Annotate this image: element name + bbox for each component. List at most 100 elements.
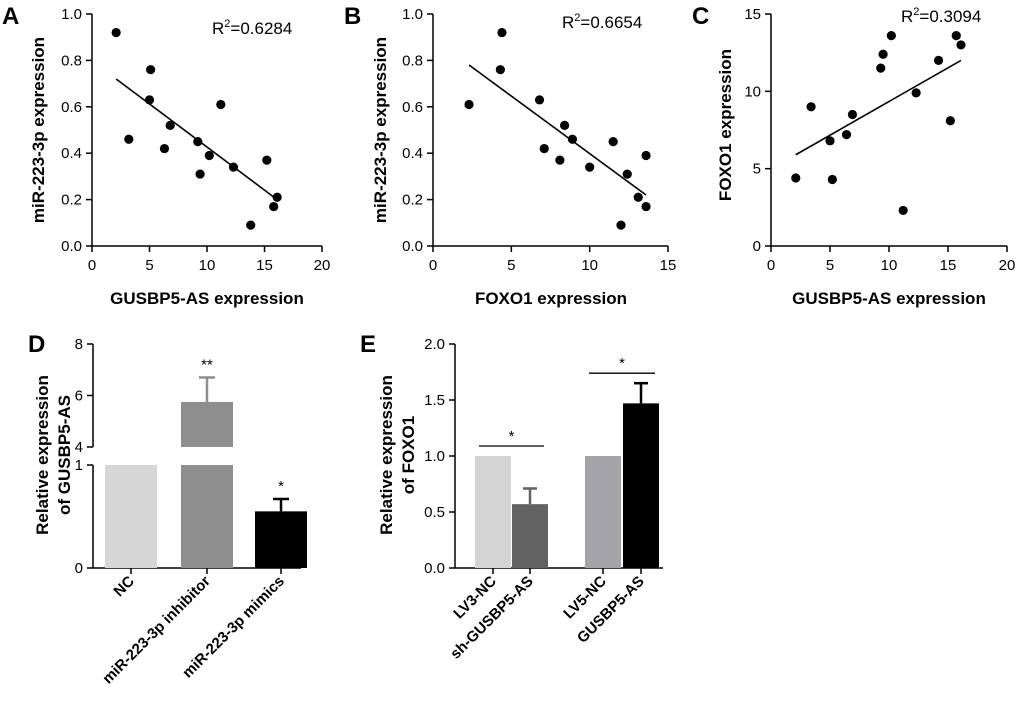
panel-a-point — [193, 137, 203, 147]
panel-a-point — [195, 169, 205, 179]
panel-e: E Relative expression of FOXO1 0.0 0.5 1.0… — [360, 331, 663, 663]
panel-d-letter: D — [28, 331, 45, 358]
panel-a-point — [262, 155, 272, 165]
panel-d-significance: * — [278, 478, 284, 495]
panel-b-y-tick-label: 0.6 — [402, 99, 423, 116]
panel-c-x-tick-label: 10 — [881, 257, 898, 274]
panel-b-point — [641, 150, 651, 161]
panel-b-x-tick-label: 0 — [429, 257, 437, 274]
panel-c-x-title: GUSBP5-AS expression — [792, 289, 986, 308]
panel-c-x-tick-label: 15 — [940, 257, 957, 274]
panel-a-point — [228, 162, 239, 172]
panel-d-y-tick-label: 6 — [75, 388, 83, 405]
panel-b-point — [497, 27, 507, 38]
panel-b-point — [560, 120, 570, 130]
panel-c-point — [933, 55, 944, 65]
panel-a-x-tick-label: 15 — [256, 257, 273, 274]
panel-b-point — [555, 155, 565, 165]
panel-c-fit-line — [795, 59, 962, 156]
panel-b-x-title: FOXO1 expression — [475, 289, 627, 308]
panel-d-y-title-line2: of GUSBP5-AS — [55, 395, 74, 515]
panel-a-x-tick-label: 0 — [88, 257, 96, 274]
panel-e-letter: E — [360, 331, 376, 358]
panel-b: B R2=0.6654 FOXO1 expression miR-223-3p … — [344, 3, 676, 308]
panel-a-x-tick-label: 5 — [145, 257, 153, 274]
panel-c-y-tick-label: 15 — [744, 6, 761, 23]
panel-a-point — [204, 150, 214, 161]
panel-d-y-title-line1: Relative expression — [33, 375, 52, 535]
panel-a-point — [124, 134, 134, 144]
panel-c-point — [876, 63, 886, 73]
panel-a-point — [165, 120, 175, 130]
panel-c-point — [951, 31, 961, 41]
panel-b-point — [633, 192, 643, 202]
panel-b-point — [534, 95, 545, 105]
panel-c-point — [911, 88, 921, 98]
panel-d-y-tick-label: 4 — [75, 439, 83, 456]
panel-c: C R2=0.3094 GUSBP5-AS expression FOXO1 e… — [692, 3, 1015, 308]
panel-a-y-tick-label: 0.8 — [61, 52, 82, 69]
panel-b-y-tick-label: 1.0 — [402, 6, 423, 23]
panel-a-y-tick-label: 0.0 — [61, 238, 82, 255]
panel-c-x-tick-label: 5 — [826, 257, 834, 274]
panel-b-y-title: miR-223-3p expression — [371, 37, 390, 223]
panel-b-fit-line — [468, 64, 647, 196]
panel-a-y-tick-label: 0.4 — [61, 145, 82, 162]
panel-e-significance: * — [619, 355, 625, 372]
panel-a-point — [146, 65, 156, 75]
panel-e-y-tick-label: 1.5 — [424, 392, 445, 409]
panel-b-y-tick-label: 0.2 — [402, 192, 423, 209]
panel-c-point — [827, 174, 837, 185]
panel-b-point — [641, 201, 651, 212]
panel-e-bar — [585, 456, 621, 568]
panel-a-point — [246, 220, 256, 230]
panel-c-point — [898, 205, 908, 216]
panel-a-point — [111, 27, 121, 38]
panel-d-bar-upper — [181, 401, 233, 447]
panel-b-point — [608, 137, 618, 147]
panel-b-point — [464, 99, 474, 110]
panel-a-point — [272, 192, 282, 202]
panel-c-point — [825, 136, 835, 146]
panel-c-point — [791, 173, 801, 183]
panel-c-y-tick-label: 5 — [753, 161, 761, 178]
panel-e-y-title-line1: Relative expression — [377, 375, 396, 535]
panel-d-bar-lower — [181, 465, 233, 568]
panel-a-point — [269, 201, 279, 212]
panel-b-y-tick-label: 0.0 — [402, 238, 423, 255]
panel-c-r2: R2=0.3094 — [901, 6, 981, 26]
panel-b-x-tick-label: 5 — [507, 257, 515, 274]
panel-c-point — [806, 102, 816, 112]
panel-d-y-tick-label: 8 — [75, 336, 83, 353]
panel-c-point — [956, 40, 966, 50]
panel-a-y-title: miR-223-3p expression — [29, 37, 48, 223]
panel-b-y-tick-label: 0.8 — [402, 52, 423, 69]
panel-e-bar — [623, 403, 659, 568]
panel-a-y-tick-label: 0.2 — [61, 192, 82, 209]
panel-b-point — [495, 65, 505, 75]
panel-c-point — [841, 130, 852, 140]
panel-d: D Relative expression of GUSBP5-AS 0 14 6 8… — [28, 331, 307, 687]
panel-a-y-tick-label: 1.0 — [61, 6, 82, 23]
panel-e-y-tick-label: 0.0 — [424, 560, 445, 577]
panel-e-bar — [475, 456, 511, 568]
panel-b-letter: B — [344, 3, 361, 30]
panel-c-y-tick-label: 10 — [744, 83, 761, 100]
panel-a-point — [159, 143, 170, 154]
panel-e-y-tick-label: 1.0 — [424, 448, 445, 465]
panel-b-point — [567, 134, 578, 144]
panel-e-x-tick-label: GUSBP5-AS — [574, 573, 648, 647]
panel-e-significance: * — [509, 428, 515, 445]
panel-b-x-tick-label: 10 — [581, 257, 598, 274]
panel-d-y-tick-label: 0 — [75, 560, 83, 577]
panel-d-bar — [105, 465, 157, 568]
panel-c-point — [878, 49, 888, 59]
panel-e-bar — [512, 504, 548, 568]
panel-c-x-tick-label: 20 — [999, 257, 1016, 274]
panel-d-significance: ** — [201, 356, 213, 373]
panel-a-r2: R2=0.6284 — [212, 18, 292, 38]
panel-a: A R2=0.6284 GUSBP5-AS expression miR-223… — [2, 3, 330, 308]
panel-a-x-tick-label: 20 — [314, 257, 331, 274]
panel-d-bar — [255, 511, 307, 568]
